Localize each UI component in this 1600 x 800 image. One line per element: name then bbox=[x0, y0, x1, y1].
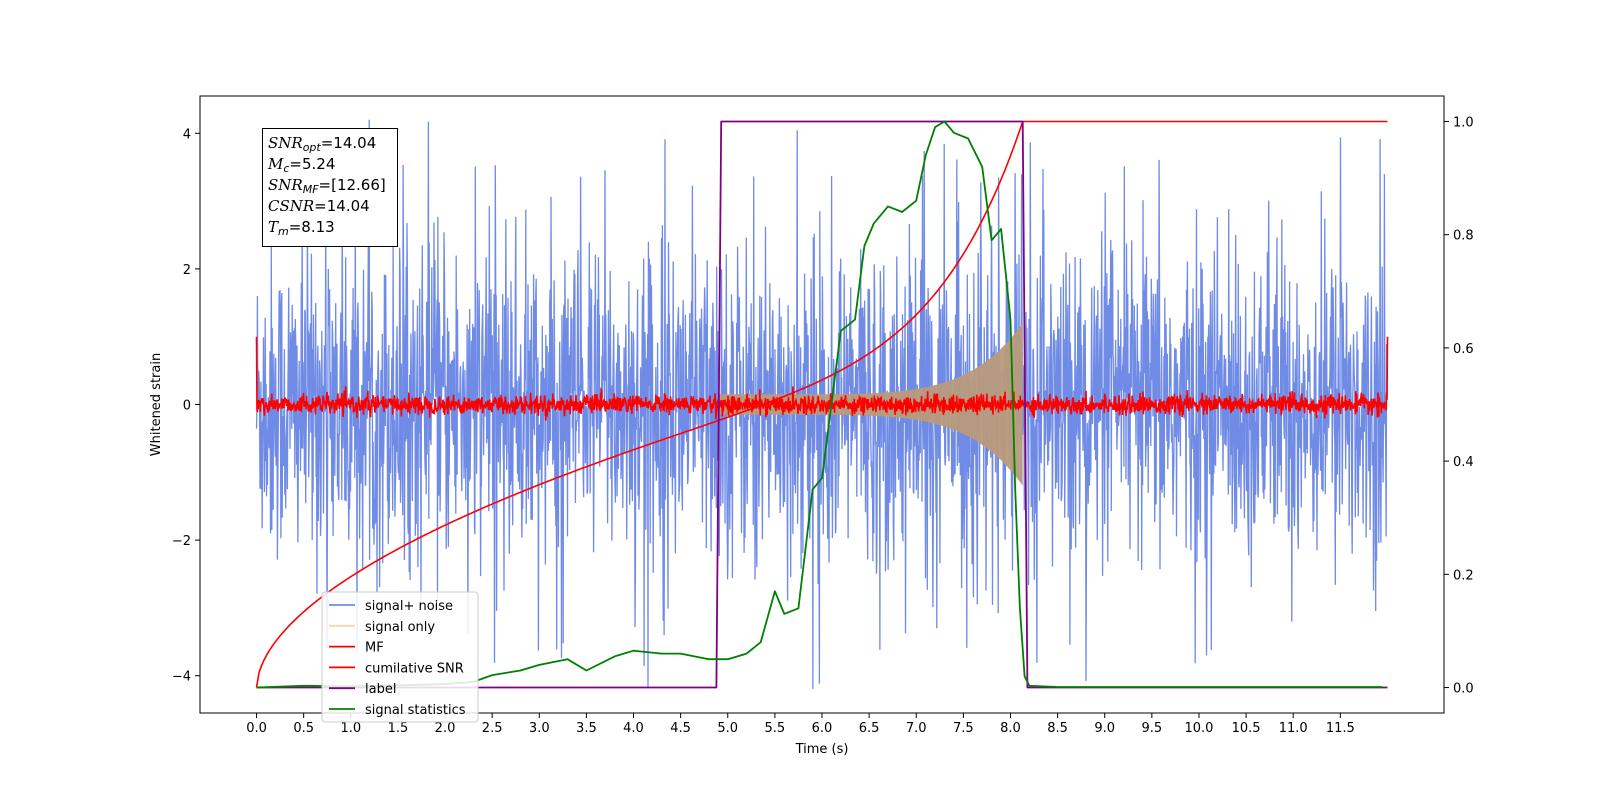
x-tick-label: 11.0 bbox=[1279, 721, 1308, 736]
x-tick-label: 4.5 bbox=[670, 721, 691, 736]
tm-line: Tm=8.13 bbox=[268, 218, 335, 238]
legend-entry-label: cumilative SNR bbox=[365, 661, 464, 676]
x-tick-label: 0.5 bbox=[293, 721, 314, 736]
legend-entry-label: signal only bbox=[365, 620, 435, 635]
info-annotation-box: SNRopt=14.04 Mc=5.24 SNRMF=[12.66] CSNR=… bbox=[262, 128, 398, 247]
snr-opt-line: SNRopt=14.04 bbox=[268, 134, 377, 154]
series-signal-noise-line bbox=[255, 119, 1389, 690]
series-signal-statistics-line bbox=[256, 120, 1383, 689]
x-tick-label: 5.0 bbox=[717, 721, 738, 736]
series-cumulative-snr-line bbox=[255, 120, 1388, 688]
y-left-tick-label: 0 bbox=[183, 399, 191, 414]
y-right-tick-label: 0.2 bbox=[1453, 568, 1474, 583]
mc-value: =5.24 bbox=[289, 155, 336, 173]
y-right-tick-label: 1.0 bbox=[1453, 115, 1474, 130]
legend-entry-label: label bbox=[365, 682, 396, 697]
x-tick-label: 2.5 bbox=[482, 721, 503, 736]
mc-line: Mc=5.24 bbox=[268, 155, 336, 175]
x-tick-label: 8.0 bbox=[1000, 721, 1021, 736]
x-tick-label: 3.0 bbox=[529, 721, 550, 736]
y-right-tick-label: 0.4 bbox=[1453, 455, 1474, 470]
plot-series bbox=[255, 119, 1389, 690]
x-tick-label: 9.0 bbox=[1094, 721, 1115, 736]
legend-box bbox=[321, 591, 479, 723]
x-tick-label: 9.5 bbox=[1142, 721, 1163, 736]
x-tick-label: 4.0 bbox=[623, 721, 644, 736]
y-right-tick-label: 0.0 bbox=[1453, 682, 1474, 697]
axes: 0.0 0.5 1.0 1.5 2.0 2.5 3.0 3.5 4.0 4.5 5.0 5.5 6.0 6… bbox=[149, 95, 1474, 757]
csnr-value: =14.04 bbox=[314, 197, 370, 215]
x-tick-label: 5.5 bbox=[765, 721, 786, 736]
x-tick-label: 11.5 bbox=[1326, 721, 1355, 736]
x-tick-label: 8.5 bbox=[1047, 721, 1068, 736]
legend-entry-label: signal+ noise bbox=[365, 599, 453, 614]
snr-opt-value: =14.04 bbox=[320, 134, 377, 152]
legend-entry-label: signal statistics bbox=[365, 703, 466, 718]
legend-entry-label: MF bbox=[365, 641, 384, 656]
x-tick-label: 1.0 bbox=[340, 721, 361, 736]
x-tick-label: 0.0 bbox=[246, 721, 267, 736]
x-tick-label: 6.5 bbox=[859, 721, 880, 736]
csnr-line: CSNR=14.04 bbox=[268, 197, 370, 215]
x-tick-label: 10.5 bbox=[1232, 721, 1261, 736]
x-tick-label: 6.0 bbox=[812, 721, 833, 736]
plot-area bbox=[255, 119, 1389, 690]
y-left-tick-label: 4 bbox=[183, 127, 191, 142]
x-tick-label: 1.5 bbox=[388, 721, 409, 736]
y-left-tick-label: −4 bbox=[172, 670, 191, 685]
y-left-tick-label: −2 bbox=[172, 534, 191, 549]
x-tick-label: 10.0 bbox=[1184, 721, 1213, 736]
x-tick-label: 3.5 bbox=[576, 721, 597, 736]
tm-value: =8.13 bbox=[288, 218, 335, 236]
series-mf-line bbox=[255, 336, 1389, 421]
y-right-tick-label: 0.6 bbox=[1453, 342, 1474, 357]
x-tick-label: 7.5 bbox=[953, 721, 974, 736]
y-left-tick-label: 2 bbox=[183, 263, 191, 278]
y-axis-label: Whitened strain bbox=[149, 353, 164, 456]
legend: signal+ noise signal only MF cumilative SNR… bbox=[321, 591, 479, 723]
x-tick-label: 2.0 bbox=[435, 721, 456, 736]
snr-mf-value: =[12.66] bbox=[318, 176, 386, 194]
x-axis-label: Time (s) bbox=[795, 742, 849, 757]
y-right-tick-label: 0.8 bbox=[1453, 229, 1474, 244]
x-tick-label: 7.0 bbox=[906, 721, 927, 736]
snr-mf-line: SNRMF=[12.66] bbox=[268, 176, 386, 196]
